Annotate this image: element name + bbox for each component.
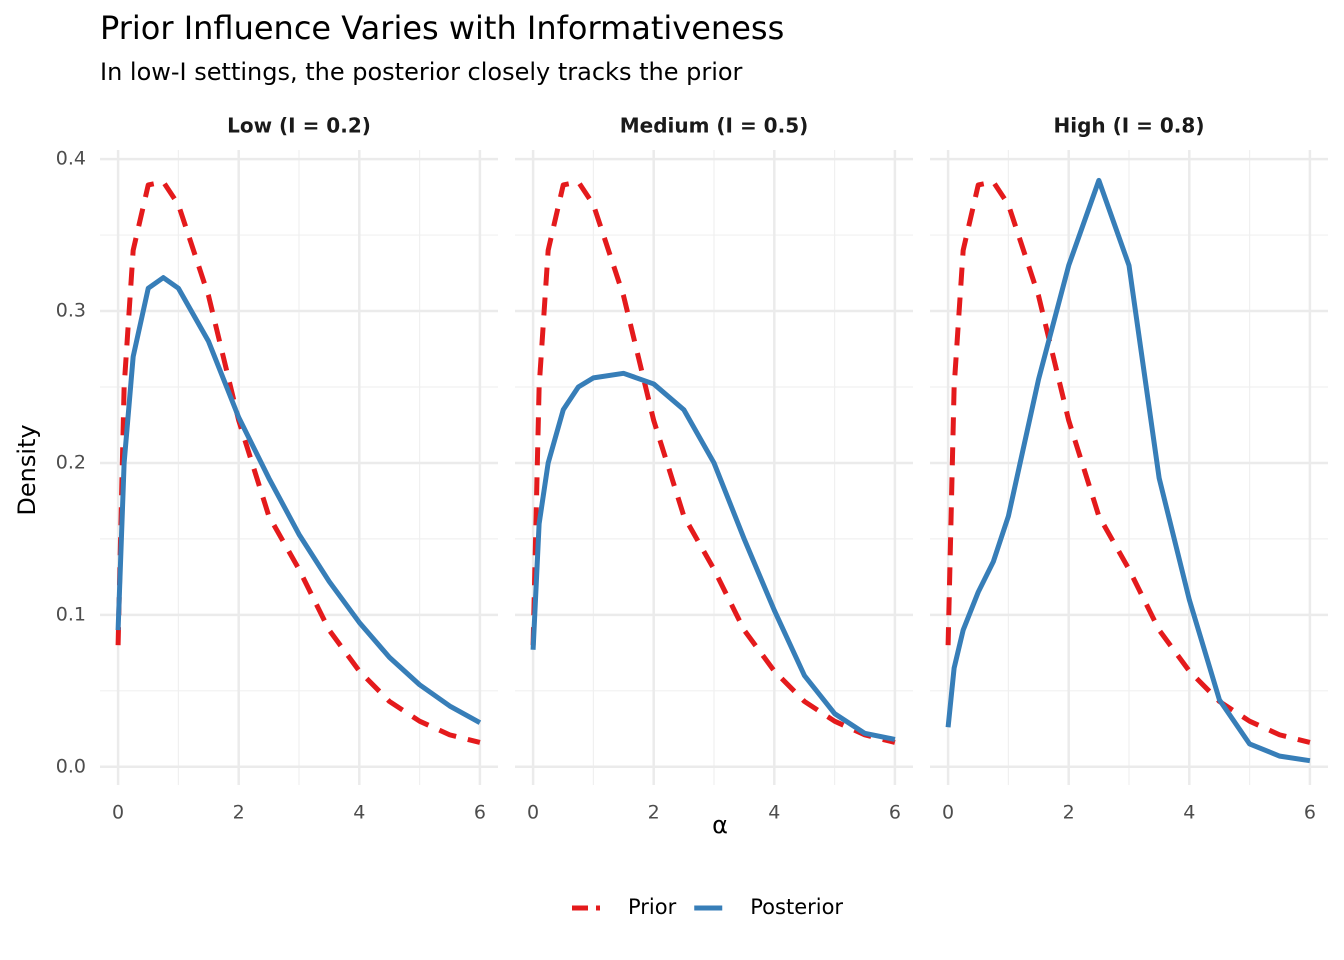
x-tick-label: 2: [648, 802, 660, 824]
x-tick-label: 4: [768, 802, 780, 824]
x-tick-label: 6: [889, 802, 901, 824]
x-tick-label: 4: [1183, 802, 1195, 824]
y-tick-label: 0.1: [56, 603, 86, 625]
chart-title: Prior Influence Varies with Informativen…: [100, 9, 784, 47]
x-tick-label: 6: [474, 802, 486, 824]
y-tick-label: 0.4: [56, 148, 86, 170]
legend-label: Posterior: [750, 895, 843, 919]
facet-title: Medium (I = 0.5): [620, 114, 809, 138]
legend-label: Prior: [628, 895, 677, 919]
x-tick-label: 6: [1304, 802, 1316, 824]
series-line: [530, 370, 896, 742]
series-line: [115, 179, 481, 745]
x-tick-label: 0: [112, 802, 124, 824]
x-tick-label: 2: [1063, 802, 1075, 824]
chart-subtitle: In low-I settings, the posterior closely…: [100, 58, 743, 86]
y-axis-title: Density: [13, 424, 41, 515]
facet-title: High (I = 0.8): [1054, 114, 1205, 138]
y-tick-label: 0.0: [56, 755, 86, 777]
x-axis-title: α: [712, 811, 728, 839]
series-line: [945, 177, 1311, 764]
x-tick-label: 0: [527, 802, 539, 824]
x-tick-label: 0: [942, 802, 954, 824]
series-line: [530, 179, 896, 745]
y-tick-label: 0.2: [56, 451, 86, 473]
series-line: [945, 179, 1311, 745]
series-line: [115, 275, 482, 725]
facet-title: Low (I = 0.2): [227, 114, 371, 138]
x-tick-label: 4: [353, 802, 365, 824]
x-tick-label: 2: [233, 802, 245, 824]
y-tick-label: 0.3: [56, 300, 86, 322]
